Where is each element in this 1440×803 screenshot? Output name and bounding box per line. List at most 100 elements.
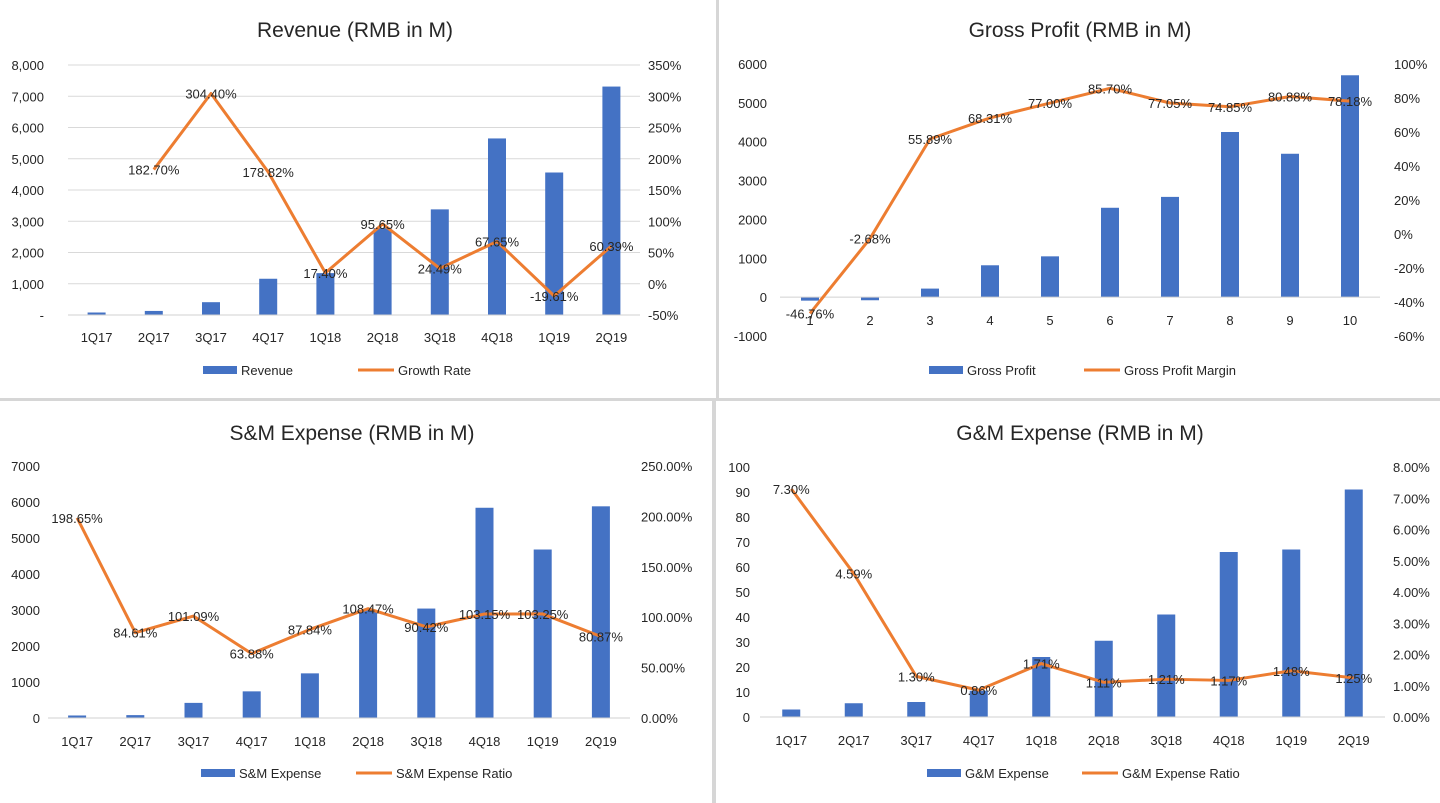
sm-expense-x-tick: 3Q17: [178, 734, 210, 749]
sm-expense-right-axis-tick: 50.00%: [641, 661, 686, 676]
gross-profit-x-tick: 10: [1343, 313, 1357, 328]
gross-profit-data-label: 77.05%: [1148, 96, 1193, 111]
gross-profit-left-axis-tick: 5000: [738, 96, 767, 111]
gm-expense-data-label: 1.25%: [1335, 671, 1372, 686]
gross-profit-right-axis-tick: -60%: [1394, 329, 1425, 344]
revenue-right-axis-tick: 300%: [648, 89, 682, 104]
gross-profit-left-axis-tick: 3000: [738, 174, 767, 189]
revenue-data-label: 182.70%: [128, 163, 180, 178]
gross-profit-legend-label: Gross Profit: [967, 363, 1036, 378]
revenue-data-label: 24.49%: [418, 261, 463, 276]
gross-profit-data-label: -46.76%: [786, 306, 835, 321]
gross-profit-data-label: 78.18%: [1328, 94, 1373, 109]
revenue-chart: Revenue (RMB in M) - 1,000 2,000 3,000 4,000 5…: [11, 19, 682, 378]
gm-expense-bar: [907, 702, 926, 717]
gm-expense-left-axis-tick: 80: [736, 510, 750, 525]
gross-profit-data-label: 55.89%: [908, 132, 953, 147]
revenue-x-tick: 2Q19: [595, 330, 627, 345]
gm-expense-right-axis-tick: 0.00%: [1393, 710, 1430, 725]
gm-expense-bar: [1032, 657, 1051, 717]
revenue-right-axis-tick: -50%: [648, 308, 679, 323]
gross-profit-bar: [981, 265, 999, 298]
gross-profit-x-tick: 3: [926, 313, 933, 328]
gm-expense-right-axis-tick: 1.00%: [1393, 679, 1430, 694]
sm-expense-left-axis-tick: 4000: [11, 567, 40, 582]
revenue-bar: [144, 310, 163, 315]
gm-expense-x-tick: 1Q18: [1025, 733, 1057, 748]
gross-profit-x-tick: 2: [866, 313, 873, 328]
sm-expense-data-label: 84.61%: [113, 626, 158, 641]
gross-profit-chart-panel: Gross Profit (RMB in M) -1000 0 1000 2000 300…: [719, 0, 1440, 398]
revenue-legend-label: Revenue: [241, 363, 293, 378]
sm-expense-data-label: 90.42%: [404, 620, 449, 635]
revenue-x-tick: 1Q18: [309, 330, 341, 345]
gross-profit-left-axis-tick: 1000: [738, 251, 767, 266]
gm-expense-legend-bar-swatch: [927, 769, 961, 777]
sm-expense-chart-panel: S&M Expense (RMB in M) 0 1000 2000 3000 4000 5…: [0, 401, 712, 803]
revenue-data-label: 304.40%: [185, 87, 237, 102]
revenue-left-axis-tick: 3,000: [11, 214, 44, 229]
revenue-bar: [87, 312, 106, 315]
sm-expense-x-tick: 2Q17: [119, 734, 151, 749]
gm-expense-bar: [1094, 640, 1113, 717]
gross-profit-left-axis-tick: -1000: [734, 329, 767, 344]
gm-expense-data-label: 1.48%: [1273, 664, 1310, 679]
gross-profit-x-tick: 9: [1286, 313, 1293, 328]
gm-expense-data-label: 1.11%: [1086, 675, 1122, 690]
sm-expense-data-label: 87.84%: [288, 622, 333, 637]
revenue-right-axis-tick: 200%: [648, 152, 682, 167]
sm-expense-bar: [300, 673, 319, 718]
sm-expense-line-series: [75, 517, 602, 656]
sm-expense-right-axis-tick: 150.00%: [641, 560, 693, 575]
sm-expense-bar: [591, 506, 610, 718]
gross-profit-right-axis-tick: 20%: [1394, 193, 1420, 208]
sm-expense-left-axis-tick: 3000: [11, 603, 40, 618]
sm-expense-bar: [533, 549, 552, 718]
revenue-data-label: 17.40%: [303, 266, 348, 281]
gm-expense-x-tick: 1Q19: [1275, 733, 1307, 748]
revenue-right-axis-tick: 350%: [648, 58, 682, 73]
gross-profit-data-label: 85.70%: [1088, 81, 1133, 96]
sm-expense-right-axis-tick: 250.00%: [641, 459, 693, 474]
revenue-x-tick: 2Q18: [367, 330, 399, 345]
sm-expense-left-axis-tick: 2000: [11, 639, 40, 654]
sm-expense-x-tick: 1Q17: [61, 734, 93, 749]
gross-profit-x-tick: 5: [1046, 313, 1053, 328]
sm-expense-left-axis-tick: 1000: [11, 675, 40, 690]
sm-expense-data-label: 103.15%: [459, 607, 511, 622]
sm-expense-legend-label: S&M Expense Ratio: [396, 766, 512, 781]
sm-expense-x-tick: 2Q18: [352, 734, 384, 749]
gm-expense-legend-label: G&M Expense Ratio: [1122, 766, 1240, 781]
revenue-data-label: 95.65%: [361, 217, 406, 232]
sm-expense-data-label: 101.09%: [168, 609, 220, 624]
gm-expense-data-label: 1.71%: [1023, 657, 1060, 672]
gross-profit-line-series: [808, 86, 1351, 315]
gross-profit-right-axis-tick: 80%: [1394, 91, 1420, 106]
gm-expense-bar: [1282, 549, 1301, 717]
gross-profit-bar: [801, 297, 819, 301]
sm-expense-bar: [359, 610, 378, 718]
revenue-bar: [430, 209, 449, 315]
sm-expense-left-axis-tick: 6000: [11, 495, 40, 510]
sm-expense-bar: [126, 715, 145, 718]
sm-expense-data-label: 103.25%: [517, 607, 569, 622]
sm-expense-x-tick: 1Q18: [294, 734, 326, 749]
vertical-divider-top: [716, 0, 719, 398]
gm-expense-x-tick: 2Q19: [1338, 733, 1370, 748]
gross-profit-right-axis-tick: -20%: [1394, 261, 1425, 276]
revenue-left-axis-tick: 1,000: [11, 277, 44, 292]
revenue-bar: [316, 273, 335, 315]
gm-expense-bar: [1157, 614, 1176, 717]
gm-expense-bar: [1344, 489, 1363, 717]
gross-profit-right-axis-tick: 100%: [1394, 57, 1428, 72]
revenue-x-tick: 3Q18: [424, 330, 456, 345]
sm-expense-chart-title: S&M Expense (RMB in M): [229, 422, 474, 445]
gross-profit-bar: [1281, 153, 1299, 298]
gm-expense-bar: [1219, 552, 1238, 717]
gross-profit-chart: Gross Profit (RMB in M) -1000 0 1000 2000 300…: [734, 19, 1428, 378]
gm-expense-left-axis-tick: 30: [736, 635, 750, 650]
vertical-divider-bottom: [712, 401, 716, 803]
gm-expense-chart-title: G&M Expense (RMB in M): [956, 422, 1203, 445]
revenue-chart-panel: Revenue (RMB in M) - 1,000 2,000 3,000 4,000 5…: [0, 0, 716, 398]
gm-expense-right-axis-tick: 4.00%: [1393, 585, 1430, 600]
